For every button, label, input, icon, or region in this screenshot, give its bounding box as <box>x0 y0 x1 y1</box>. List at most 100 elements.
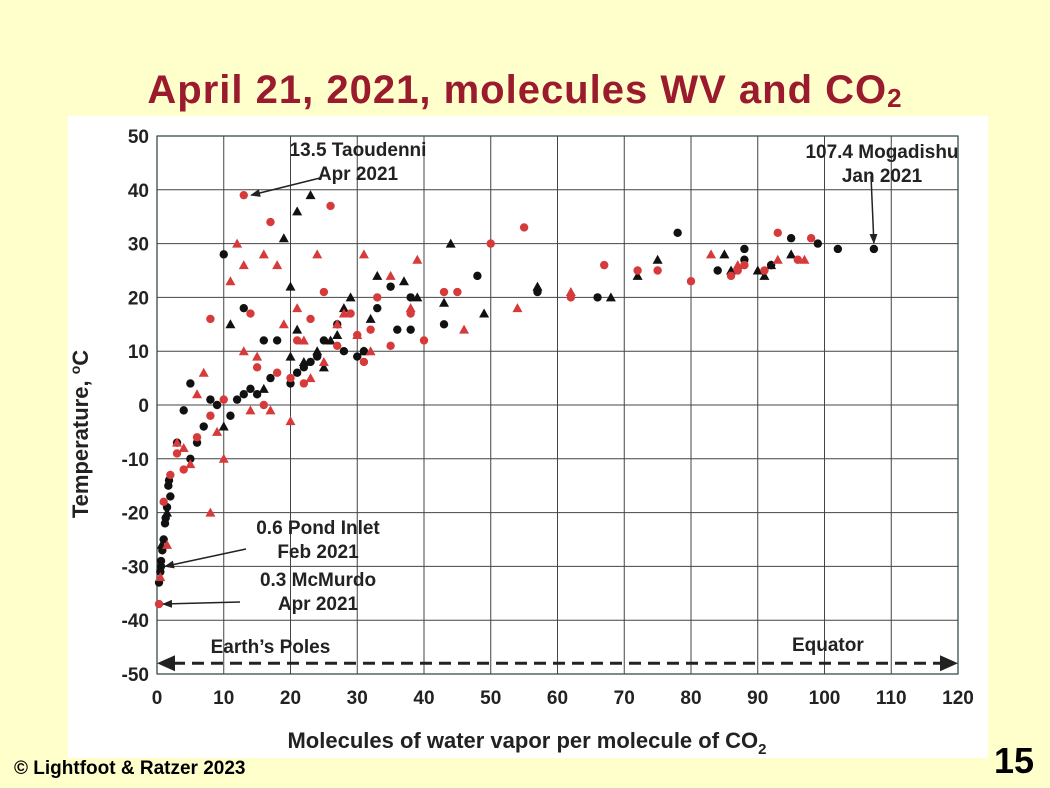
data-point-triangle <box>285 281 296 291</box>
y-tick-label: 40 <box>128 181 149 202</box>
data-point-circle <box>166 492 175 501</box>
data-point-triangle <box>479 308 490 318</box>
data-point-triangle <box>218 421 229 431</box>
data-point-triangle <box>225 276 236 286</box>
page-number: 15 <box>994 740 1035 781</box>
annotation-label: Apr 2021 <box>278 594 359 615</box>
data-point-circle <box>246 384 255 394</box>
tick-labels: 0 10 20 30 40 50 60 70 80 90 100 110 120-50-40-30-20… <box>122 127 974 709</box>
data-point-triangle <box>312 346 323 356</box>
data-point-triangle <box>799 254 810 264</box>
data-point-circle <box>806 234 816 243</box>
data-point-circle <box>439 320 449 329</box>
data-point-triangle <box>272 260 283 270</box>
data-point-circle <box>272 336 282 345</box>
data-point-triangle <box>605 292 616 302</box>
y-tick-label: -30 <box>122 557 149 578</box>
data-point-triangle <box>265 405 276 415</box>
data-point-circle <box>593 293 602 302</box>
data-point-triangle <box>312 249 323 259</box>
data-point-triangle <box>155 572 166 582</box>
data-point-triangle <box>759 270 770 280</box>
data-point-triangle <box>752 265 763 275</box>
annotation-label: 107.4 Mogadishu <box>805 142 958 163</box>
data-point-triangle <box>278 319 289 329</box>
data-point-triangle <box>365 346 376 356</box>
data-point-circle <box>773 228 782 238</box>
data-point-triangle <box>338 308 349 318</box>
annotation-arrow <box>164 548 247 569</box>
data-point-triangle <box>439 297 450 307</box>
range-label-equator: Equator <box>792 635 864 656</box>
data-point-triangle <box>318 356 329 366</box>
data-points <box>154 190 879 609</box>
scatter-chart: 0 10 20 30 40 50 60 70 80 90 100 110 120-50-40-30-20… <box>68 127 974 758</box>
data-point-circle <box>713 266 722 275</box>
x-tick-label: 60 <box>547 688 568 709</box>
data-point-triangle <box>338 303 349 313</box>
slide-title-subscript: 2 <box>887 83 903 113</box>
data-point-triangle <box>305 373 316 383</box>
data-point-triangle <box>162 507 173 517</box>
copyright-notice: © Lightfoot & Ratzer 2023 <box>14 758 246 779</box>
data-point-triangle <box>365 313 376 323</box>
data-point-triangle <box>238 346 249 356</box>
data-point-circle <box>252 363 262 372</box>
annotation-label: 13.5 Taoudenni <box>290 140 427 161</box>
data-point-triangle <box>726 265 737 275</box>
data-point-triangle <box>372 270 383 280</box>
data-point-triangle <box>772 254 783 264</box>
annotation-label: Apr 2021 <box>318 164 399 185</box>
data-point-triangle <box>352 330 363 340</box>
data-point-circle <box>869 244 879 254</box>
y-tick-label: -50 <box>122 665 149 686</box>
x-tick-label: 110 <box>876 688 907 709</box>
data-point-circle <box>179 406 188 415</box>
annotations: 13.5 Taoudenni Apr 2021 107.4 Mogadishu Jan… <box>157 140 959 672</box>
y-tick-label: -40 <box>122 611 149 632</box>
data-point-circle <box>219 250 228 259</box>
data-point-triangle <box>532 281 543 291</box>
data-point-circle <box>186 379 195 388</box>
y-tick-label: 50 <box>128 127 149 148</box>
data-point-circle <box>373 293 382 302</box>
data-point-circle <box>212 400 222 410</box>
data-point-triangle <box>292 303 303 313</box>
data-point-circle <box>393 325 402 334</box>
data-point-triangle <box>332 319 343 329</box>
annotation-arrow <box>250 177 321 197</box>
data-point-triangle <box>719 249 730 259</box>
data-point-triangle <box>358 249 369 259</box>
data-point-triangle <box>298 335 309 345</box>
data-point-circle <box>306 314 315 324</box>
data-point-triangle <box>318 362 329 372</box>
data-point-circle <box>259 336 268 345</box>
data-point-circle <box>453 287 462 297</box>
data-point-circle <box>519 223 529 232</box>
y-axis-title: Temperature, oC <box>68 350 93 518</box>
data-point-circle <box>206 411 215 420</box>
data-point-circle <box>439 287 449 297</box>
data-point-circle <box>673 228 682 238</box>
data-point-triangle <box>398 276 409 286</box>
data-point-triangle <box>285 416 296 426</box>
data-point-circle <box>486 239 495 248</box>
data-point-circle <box>154 599 164 609</box>
x-tick-label: 20 <box>280 688 301 709</box>
x-tick-label: 10 <box>213 688 234 709</box>
data-point-circle <box>219 395 228 404</box>
data-point-circle <box>760 266 769 275</box>
data-point-circle <box>206 395 215 404</box>
data-point-triangle <box>218 453 229 463</box>
data-point-triangle <box>459 324 470 334</box>
data-point-circle <box>419 336 429 345</box>
data-point-circle <box>319 336 329 345</box>
data-point-circle <box>406 325 415 334</box>
data-point-circle <box>833 244 843 254</box>
x-tick-label: 120 <box>942 688 974 709</box>
data-point-triangle <box>212 426 223 436</box>
y-tick-label: 30 <box>128 235 149 256</box>
data-point-triangle <box>238 260 249 270</box>
data-point-triangle <box>192 389 203 399</box>
data-point-circle <box>366 325 375 334</box>
